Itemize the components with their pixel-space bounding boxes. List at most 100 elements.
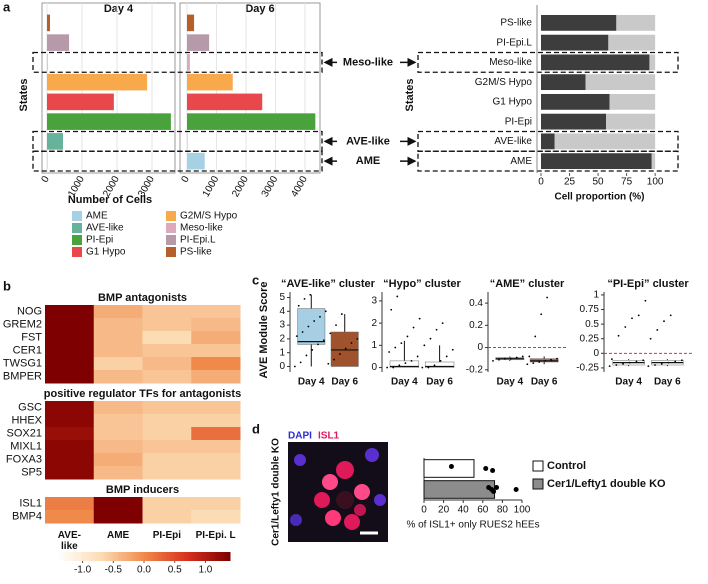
bar-segment	[554, 133, 656, 150]
data-point	[394, 346, 397, 349]
heatmap-cell	[191, 331, 241, 345]
colorbar-step	[106, 552, 111, 561]
colorbar-step	[118, 552, 122, 561]
data-point	[550, 358, 552, 361]
colorbar-tick-label: 0.0	[137, 565, 151, 576]
heatmap-cell	[45, 357, 95, 371]
panel-label: c	[252, 272, 259, 287]
data-point	[340, 313, 343, 315]
y-tick-label: 1	[279, 347, 285, 358]
data-point	[423, 344, 426, 347]
colorbar-step	[78, 552, 82, 561]
data-point	[356, 337, 359, 340]
data-point	[335, 324, 337, 327]
y-tick-label: AVE-like	[494, 136, 532, 147]
column-label: AME	[107, 530, 130, 541]
colorbar-step	[192, 552, 197, 561]
data-point	[540, 313, 543, 316]
colorbar-step	[184, 552, 188, 561]
data-point	[324, 310, 327, 313]
highlight-box	[32, 150, 323, 172]
heatmap-cell	[142, 331, 192, 345]
bar-segment	[540, 153, 652, 170]
bar	[423, 459, 475, 478]
data-point	[441, 322, 444, 325]
colorbar-step	[98, 552, 102, 561]
data-point	[649, 337, 652, 340]
colorbar-step	[121, 552, 125, 561]
x-tick-label: Day 6	[654, 377, 681, 388]
colorbar-step	[123, 552, 128, 561]
panel-title: “Hypo” cluster	[383, 278, 461, 290]
bar-segment	[649, 54, 656, 71]
y-tick-label: 1	[371, 340, 377, 351]
y-tick-label: PI-Epi	[505, 116, 532, 127]
data-point	[388, 351, 391, 353]
colorbar-step	[112, 552, 116, 561]
heatmap-cell	[45, 497, 95, 511]
channel-label: DAPI	[288, 431, 312, 442]
colorbar-step	[138, 552, 142, 561]
data-point	[350, 342, 353, 344]
colorbar-step	[195, 552, 199, 561]
data-point	[429, 337, 432, 340]
heatmap-cell	[142, 440, 192, 454]
heatmap-cell	[142, 466, 192, 480]
data-point	[418, 317, 421, 320]
group-title: positive regulator TFs for antagonists	[44, 388, 241, 400]
data-point	[498, 358, 500, 361]
colorbar-step	[101, 552, 105, 561]
channel-label: ISL1	[318, 431, 340, 442]
row-label: SOX21	[7, 427, 42, 439]
bar	[47, 113, 171, 130]
data-point	[521, 355, 524, 358]
y-tick-label: 0.2	[469, 320, 483, 331]
data-point	[608, 365, 611, 368]
heatmap-cell	[45, 510, 95, 524]
x-tick-label: Day 4	[496, 377, 523, 388]
bar	[47, 133, 63, 150]
bar	[47, 73, 148, 91]
microscopy-image	[288, 442, 388, 542]
heatmap-cell	[191, 427, 241, 441]
heatmap-cell	[142, 370, 192, 384]
colorbar-step	[58, 552, 62, 561]
highlight-box	[32, 130, 323, 152]
data-point	[538, 361, 541, 363]
y-axis-label: AVE Module Score	[258, 282, 270, 379]
colorbar-step	[92, 552, 96, 561]
data-point	[448, 464, 454, 469]
data-point	[327, 362, 330, 365]
column-label: PI-Epi. L	[196, 530, 236, 541]
heatmap-cell	[191, 440, 241, 454]
data-point	[338, 353, 341, 355]
heatmap-cell	[142, 318, 192, 332]
y-tick-label: 4	[279, 306, 285, 317]
y-tick-label: -0.2	[466, 364, 484, 375]
x-tick-label: 50	[593, 177, 605, 188]
data-point	[317, 343, 319, 346]
data-point	[503, 357, 506, 360]
data-point	[491, 489, 497, 494]
data-point	[445, 355, 448, 358]
heatmap-cell	[142, 510, 192, 524]
legend-swatch	[166, 211, 176, 221]
legend-swatch	[72, 247, 82, 257]
data-point	[400, 342, 403, 345]
heatmap-cell	[191, 370, 241, 384]
legend-label: Control	[547, 460, 586, 472]
x-tick-label: 100	[647, 177, 664, 188]
heatmap-cell	[45, 440, 95, 454]
colorbar-step	[109, 552, 113, 561]
box	[297, 308, 326, 345]
bar-segment	[540, 113, 607, 130]
data-point	[544, 359, 547, 362]
heatmap-cell	[191, 401, 241, 415]
colorbar-tick-label: -1.0	[74, 565, 92, 576]
colorbar-step	[178, 552, 182, 561]
colorbar-step	[209, 552, 214, 561]
facet-title: Day 4	[104, 3, 134, 15]
heatmap-cell	[191, 305, 241, 319]
heatmap-cell	[142, 427, 192, 441]
x-tick-label: 80	[497, 505, 509, 516]
